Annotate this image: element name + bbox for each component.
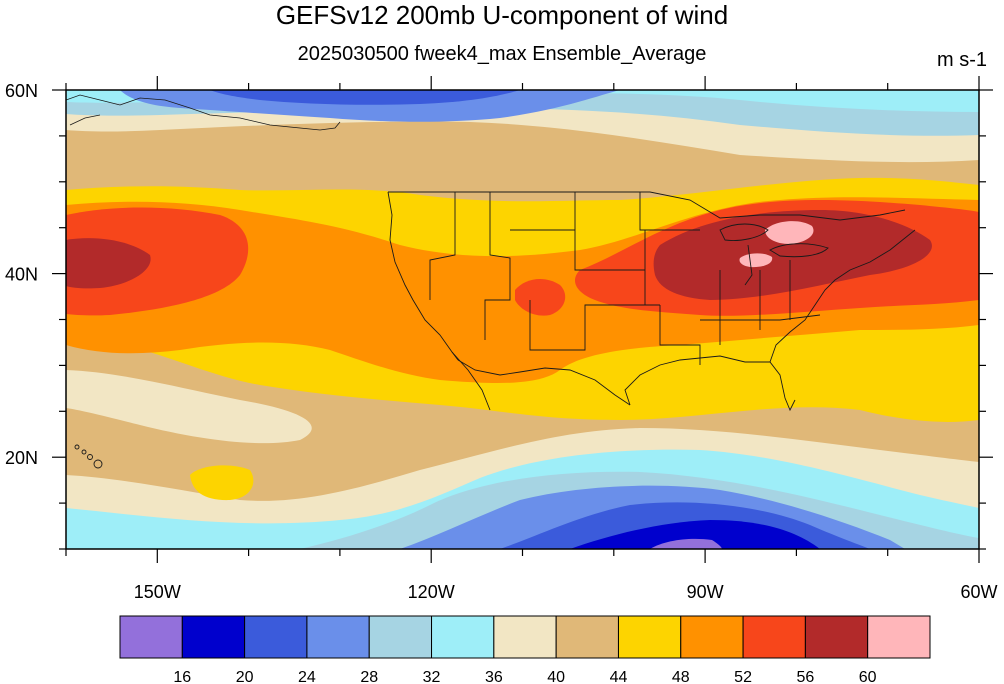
wind-field xyxy=(66,90,979,549)
x-tick-label: 60W xyxy=(960,582,997,602)
colorbar-swatch xyxy=(119,615,183,659)
x-axis: 150W 120W 90W 60W xyxy=(65,76,998,602)
x-tick-label: 90W xyxy=(687,582,724,602)
hawaii-islands xyxy=(74,444,103,469)
map-outlines xyxy=(387,191,916,412)
colorbar-label: 56 xyxy=(796,669,814,684)
colorbar: 16 20 24 28 32 36 40 44 48 52 56 60 xyxy=(119,615,931,684)
x-tick-label: 120W xyxy=(408,582,455,602)
colorbar-swatch xyxy=(742,615,806,659)
colorbar-label: 40 xyxy=(547,669,565,684)
units-label: m s-1 xyxy=(937,49,987,71)
colorbar-label: 44 xyxy=(610,669,628,684)
colorbar-swatch xyxy=(617,615,682,659)
alaska-outline xyxy=(66,94,341,131)
y-tick-label: 40N xyxy=(5,265,38,285)
colorbar-label: 32 xyxy=(423,669,441,684)
colorbar-swatch xyxy=(244,615,308,659)
colorbar-swatch xyxy=(431,615,495,659)
colorbar-label: 16 xyxy=(173,669,191,684)
colorbar-label: 24 xyxy=(298,669,316,684)
colorbar-swatch xyxy=(181,615,246,659)
colorbar-swatch xyxy=(804,615,869,659)
colorbar-label: 60 xyxy=(859,669,877,684)
colorbar-swatch xyxy=(680,615,744,659)
colorbar-swatch xyxy=(368,615,433,659)
colorbar-swatch xyxy=(555,615,619,659)
colorbar-label: 48 xyxy=(672,669,690,684)
x-tick-label: 150W xyxy=(134,582,181,602)
colorbar-label: 36 xyxy=(485,669,503,684)
colorbar-label: 20 xyxy=(236,669,254,684)
y-axis: 20N 40N 60N xyxy=(5,81,993,550)
colorbar-swatch xyxy=(306,615,370,659)
colorbar-label: 52 xyxy=(734,669,752,684)
colorbar-swatch xyxy=(867,615,931,659)
chart-title: GEFSv12 200mb U-component of wind xyxy=(275,0,729,30)
chart-subtitle: 2025030500 fweek4_max Ensemble_Average xyxy=(297,43,707,65)
colorbar-swatch xyxy=(493,615,557,659)
colorbar-label: 28 xyxy=(360,669,378,684)
y-tick-label: 20N xyxy=(5,448,38,468)
y-tick-label: 60N xyxy=(5,81,38,101)
